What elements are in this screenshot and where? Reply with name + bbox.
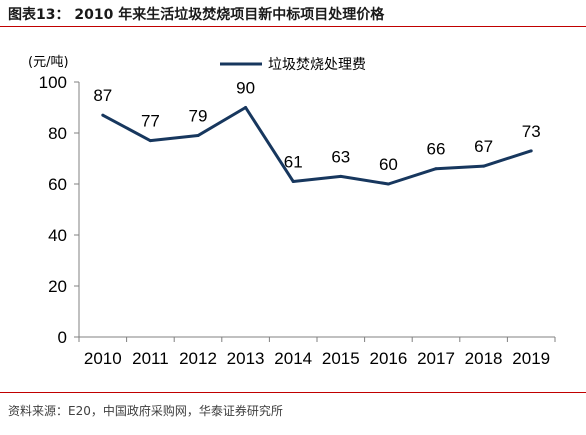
y-tick-label: 100 [39,73,67,92]
source-rule [0,392,586,393]
y-tick-label: 80 [48,124,67,143]
data-labels: 87 77 79 90 61 63 60 66 67 73 [93,79,540,175]
data-point [196,134,200,138]
y-tick-label: 0 [58,328,67,347]
x-tick-label: 2015 [322,349,360,368]
data-point [148,139,152,143]
data-label: 63 [331,147,350,166]
data-point [482,164,486,168]
legend-label: 垃圾焚烧处理费 [268,57,366,73]
data-label: 90 [236,79,255,98]
y-tick-label: 60 [48,175,67,194]
data-label: 87 [93,86,112,105]
x-tick-label: 2010 [84,349,122,368]
data-point [529,149,533,153]
data-label: 77 [141,112,160,131]
y-tick-label: 40 [48,226,67,245]
x-tick-label: 2017 [417,349,455,368]
data-label: 66 [427,140,446,159]
data-label: 61 [284,152,303,171]
y-tick-label: 20 [48,277,67,296]
data-label: 67 [474,137,493,156]
series-group [101,106,533,186]
data-point [339,174,343,178]
figure-title: 图表13： 2010 年来生活垃圾焚烧项目新中标项目处理价格 [8,7,385,23]
x-tick-label: 2013 [227,349,265,368]
x-tick-label: 2019 [512,349,550,368]
series-line [102,106,532,186]
legend: 垃圾焚烧处理费 [220,57,366,73]
x-tick-label: 2014 [274,349,312,368]
data-point [244,106,248,109]
title-rule [0,26,586,27]
x-tick-label: 2016 [369,349,407,368]
data-label: 79 [189,107,208,126]
data-point [386,182,390,186]
y-axis-unit-label: (元/吨) [28,55,69,70]
y-axis: 0 20 40 60 80 100 [39,73,80,347]
source-note: 资料来源：E20，中国政府采购网，华泰证券研究所 [8,404,283,418]
x-axis: 2010 2011 2012 2013 2014 2015 2016 2017 2018 2019 [78,336,556,368]
data-label: 60 [379,155,398,174]
data-point [101,113,105,117]
data-label: 73 [522,122,541,141]
x-tick-label: 2011 [132,349,169,368]
data-point [291,179,295,183]
data-point [434,167,438,171]
x-tick-label: 2018 [465,349,503,368]
x-tick-label: 2012 [179,349,217,368]
